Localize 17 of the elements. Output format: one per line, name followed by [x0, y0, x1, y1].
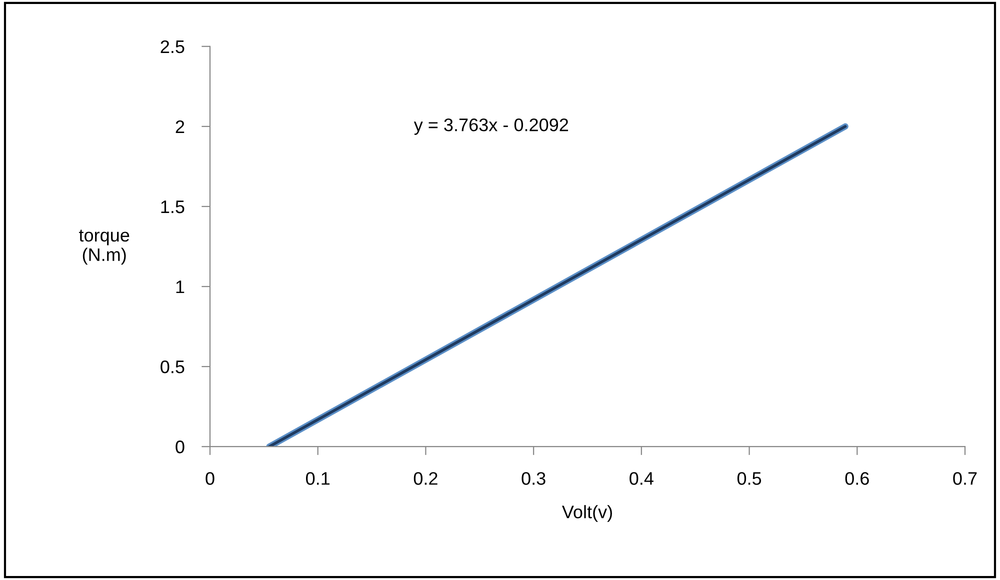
x-tick-label: 0.2 [414, 472, 438, 485]
y-tick-label: 1 [176, 280, 184, 294]
annotation: y = 3.763x - 0.2092 [414, 118, 568, 135]
x-tick-label: 0.3 [522, 472, 546, 485]
y-tick-label: 0.5 [160, 360, 184, 374]
y-tick-label: 1.5 [161, 200, 184, 214]
y-tick-label: 2 [176, 120, 184, 133]
x-tick-label: 0.5 [737, 472, 762, 485]
x-tick-label: 0.7 [953, 472, 977, 485]
y-axis-title: torque (N.m) [79, 230, 130, 265]
x-axis-title: Volt(v) [562, 505, 612, 522]
x-tick-label: 0 [206, 472, 214, 485]
y-tick-label: 2.5 [160, 40, 184, 54]
y-tick-label: 0 [176, 440, 184, 454]
x-tick-label: 0.6 [845, 472, 869, 485]
x-tick-label: 0.4 [630, 472, 654, 485]
x-tick-label: 0.1 [306, 472, 330, 485]
